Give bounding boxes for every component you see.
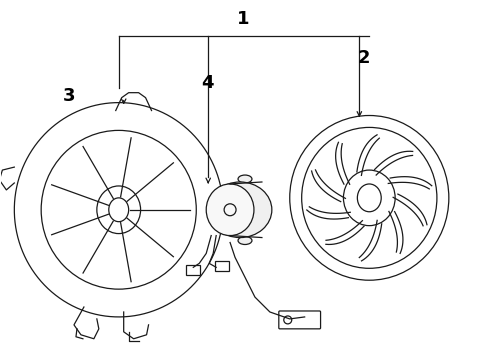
Bar — [215, 261, 229, 271]
Text: 2: 2 — [358, 49, 370, 67]
Bar — [186, 265, 200, 275]
Ellipse shape — [206, 184, 254, 235]
Ellipse shape — [238, 237, 252, 244]
Text: 4: 4 — [201, 74, 214, 92]
Text: 3: 3 — [63, 87, 75, 105]
Ellipse shape — [238, 175, 252, 183]
Text: 1: 1 — [237, 10, 249, 28]
Ellipse shape — [208, 182, 272, 238]
